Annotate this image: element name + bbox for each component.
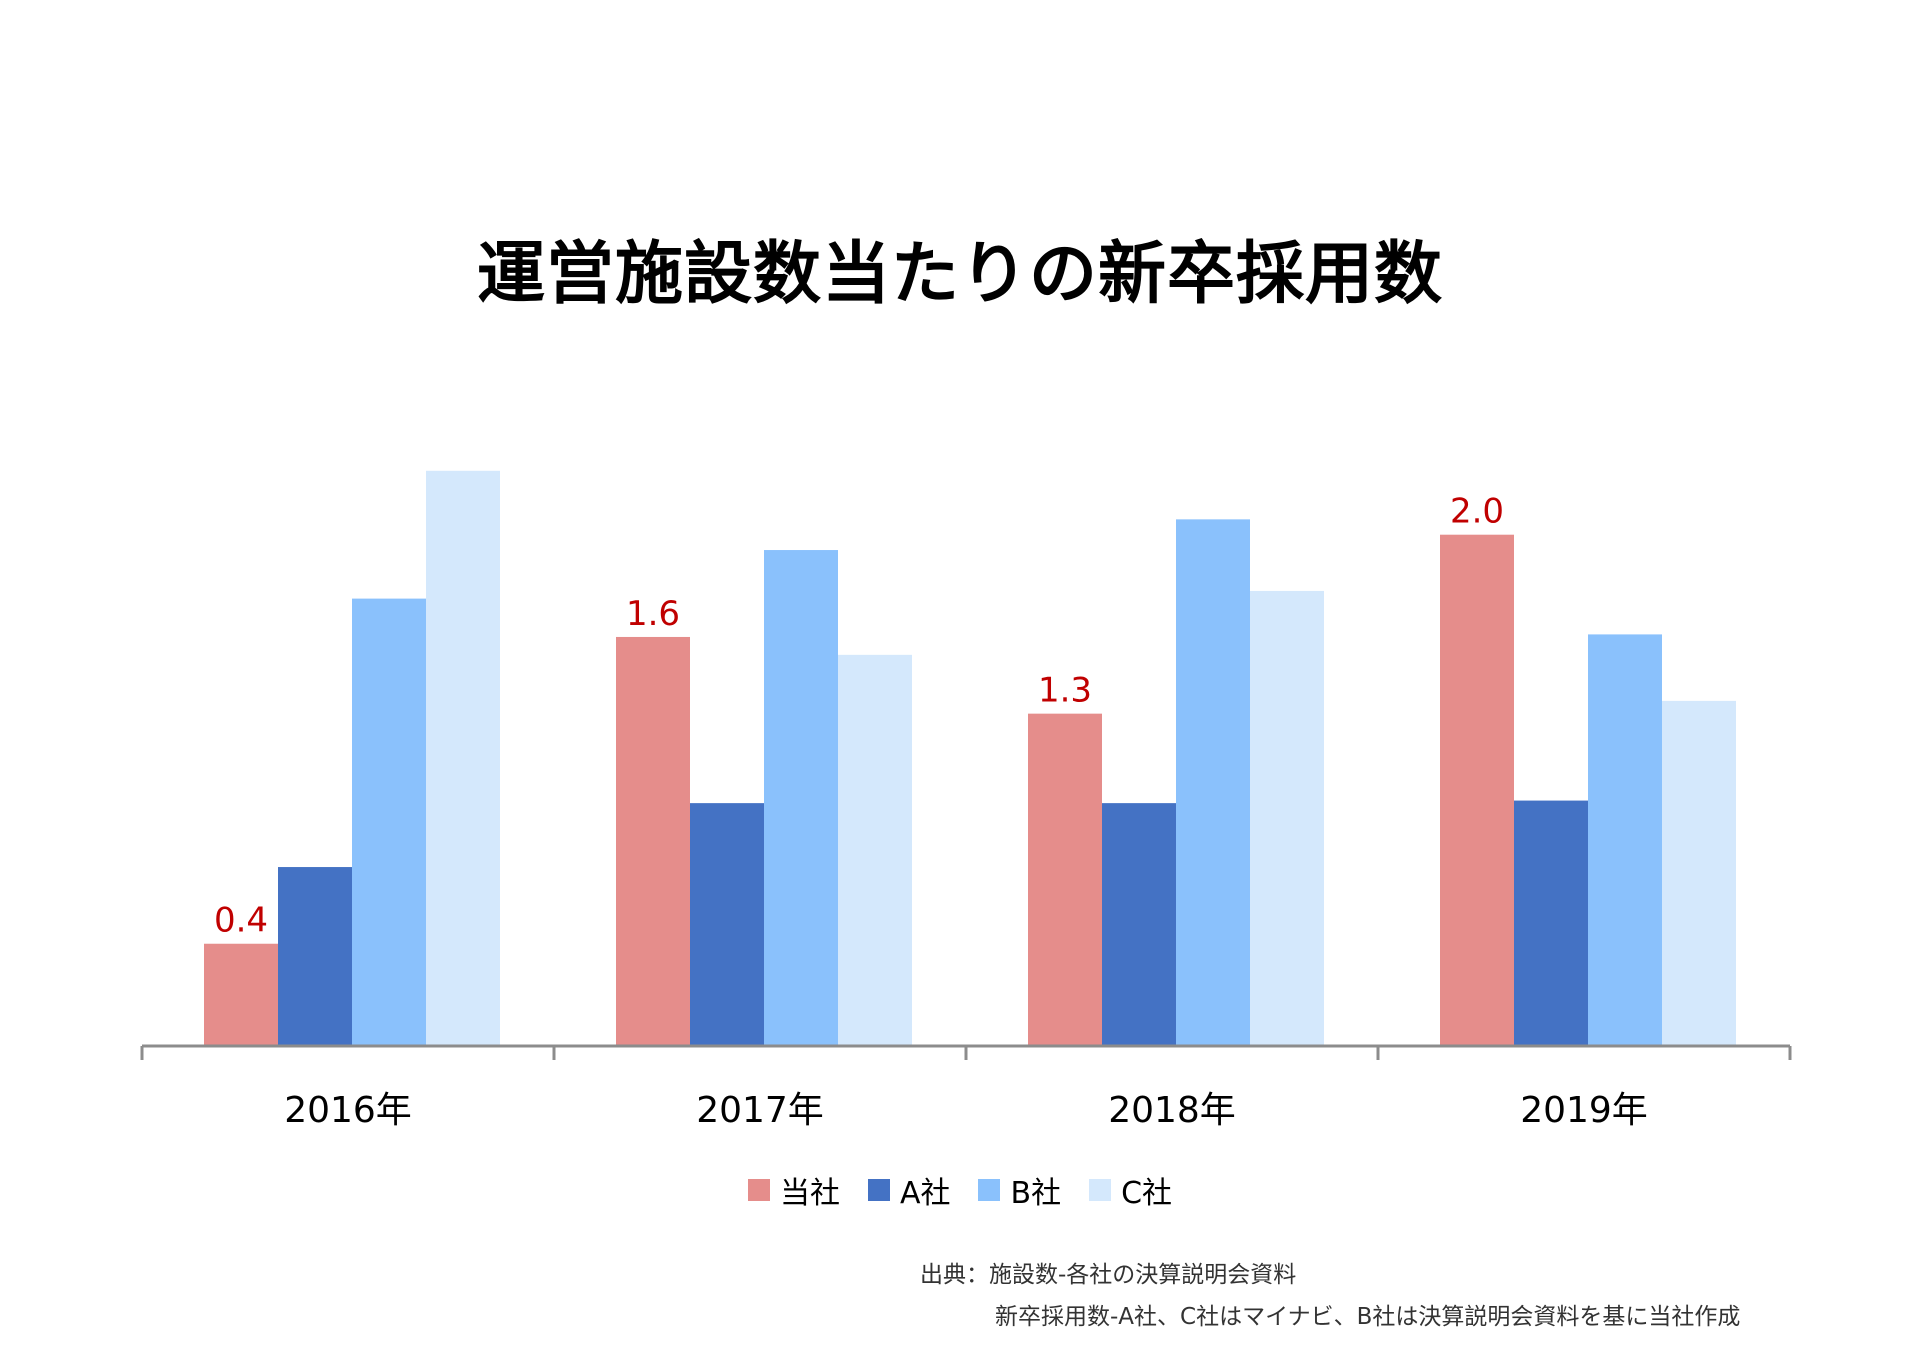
data-label-2019年: 2.0 — [1450, 492, 1504, 532]
legend-label: 当社 — [779, 1176, 840, 1211]
data-labels-layer: 0.4 1.6 1.3 2.0 — [214, 492, 1504, 941]
legend-swatch — [747, 1179, 770, 1201]
bar-C社-2018年 — [1250, 590, 1324, 1046]
chart-title: 運営施設数当たりの新卒採用数 — [476, 235, 1443, 314]
data-label-2018年: 1.3 — [1038, 671, 1092, 711]
data-label-2017年: 1.6 — [626, 594, 680, 634]
legend-swatch — [1089, 1179, 1112, 1201]
bar-当社-2017年 — [616, 636, 690, 1046]
bar-当社-2019年 — [1440, 534, 1514, 1046]
bar-C社-2017年 — [838, 654, 912, 1046]
bar-A社-2018年 — [1102, 803, 1176, 1046]
x-tick-label: 2016年 — [284, 1090, 412, 1131]
legend: 当社 A社 B社 C社 — [0, 1168, 1920, 1212]
x-tick-label: 2019年 — [1520, 1090, 1648, 1131]
bar-B社-2018年 — [1176, 519, 1250, 1046]
bar-当社-2018年 — [1028, 713, 1102, 1046]
bar-C社-2016年 — [426, 470, 500, 1047]
source-line-2: 新卒採用数-A社、C社はマイナビ、B社は決算説明会資料を基に当社作成 — [995, 1304, 1741, 1330]
legend-label: B社 — [1010, 1176, 1062, 1211]
data-label-2016年: 0.4 — [214, 901, 268, 941]
x-axis — [140, 1044, 1792, 1060]
legend-label: A社 — [899, 1176, 951, 1211]
bar-当社-2016年 — [204, 943, 278, 1046]
bar-C社-2019年 — [1662, 700, 1736, 1046]
x-tick-label: 2017年 — [696, 1090, 824, 1131]
bar-B社-2019年 — [1588, 634, 1662, 1046]
bar-A社-2017年 — [690, 803, 764, 1046]
legend-item: B社 — [978, 1168, 1061, 1212]
bars-layer — [204, 470, 1736, 1047]
legend-label: C社 — [1121, 1176, 1173, 1211]
legend-swatch — [978, 1179, 1001, 1201]
bar-B社-2017年 — [764, 550, 838, 1046]
x-tick-label: 2018年 — [1108, 1090, 1236, 1131]
bar-A社-2016年 — [278, 867, 352, 1046]
bar-B社-2016年 — [352, 598, 426, 1046]
legend-swatch — [867, 1179, 890, 1201]
x-tick-labels: 2016年 2017年 2018年 2019年 — [284, 1090, 1648, 1131]
legend-item: 当社 — [747, 1168, 840, 1212]
source-line-1: 出典：施設数-各社の決算説明会資料 — [920, 1262, 1297, 1288]
source-note: 出典：施設数-各社の決算説明会資料 新卒採用数-A社、C社はマイナビ、B社は決算… — [920, 1254, 1740, 1338]
bar-A社-2019年 — [1514, 800, 1588, 1046]
legend-item: C社 — [1089, 1168, 1172, 1212]
legend-item: A社 — [867, 1168, 951, 1212]
